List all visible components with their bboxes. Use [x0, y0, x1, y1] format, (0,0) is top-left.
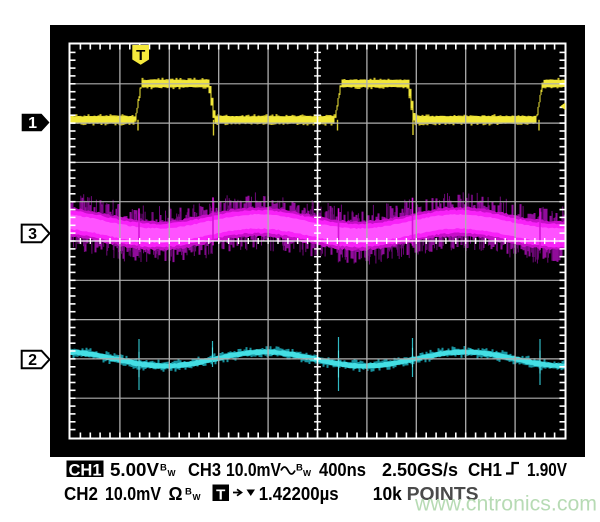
svg-text:3: 3: [28, 226, 37, 243]
svg-text:POINTS: POINTS: [407, 484, 479, 504]
svg-text:CH2: CH2: [64, 484, 98, 504]
svg-text:1.42200µs: 1.42200µs: [259, 484, 339, 504]
svg-text:5.00V: 5.00V: [110, 460, 159, 480]
svg-text:T: T: [216, 486, 225, 503]
svg-text:1: 1: [28, 115, 37, 132]
svg-text:CH1: CH1: [68, 462, 101, 480]
svg-text:W: W: [303, 468, 312, 478]
svg-text:W: W: [193, 492, 202, 502]
svg-text:2.50GS/s: 2.50GS/s: [382, 460, 458, 480]
svg-text:10.0mV: 10.0mV: [105, 484, 161, 504]
svg-text:1.90V: 1.90V: [527, 460, 567, 480]
svg-text:2: 2: [28, 352, 37, 369]
svg-text:W: W: [168, 468, 177, 478]
svg-text:B: B: [160, 463, 167, 474]
svg-text:10k: 10k: [373, 484, 403, 504]
svg-text:CH1: CH1: [468, 460, 502, 480]
svg-text:Ω: Ω: [169, 484, 183, 504]
svg-text:T: T: [136, 47, 145, 64]
svg-text:10.0mV: 10.0mV: [226, 460, 281, 480]
svg-text:B: B: [185, 487, 192, 498]
svg-text:CH3: CH3: [188, 460, 221, 480]
svg-text:www.cntronics.com: www.cntronics.com: [414, 492, 597, 516]
svg-text:400ns: 400ns: [319, 460, 366, 480]
svg-text:B: B: [296, 463, 303, 474]
